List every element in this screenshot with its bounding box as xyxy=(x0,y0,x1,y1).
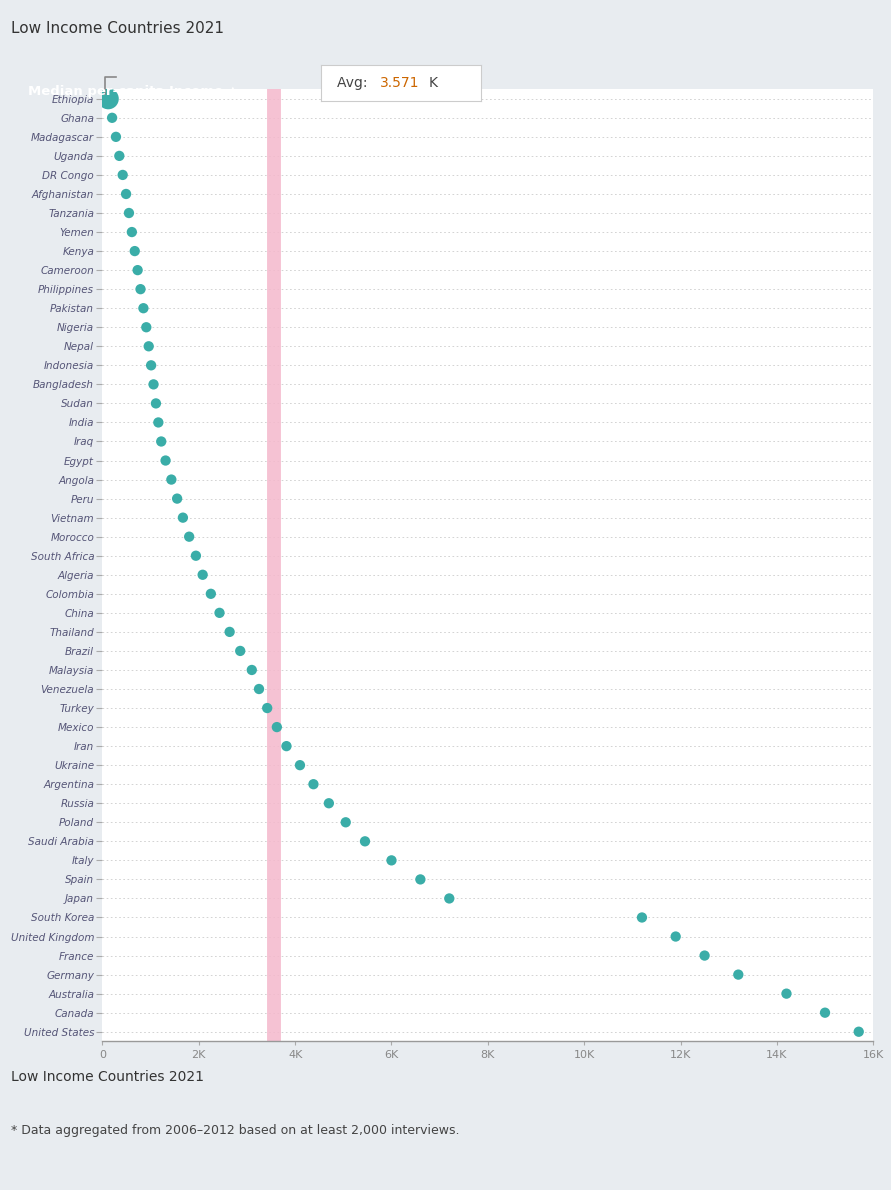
Point xyxy=(112,146,127,165)
Point xyxy=(146,375,160,394)
Point xyxy=(307,775,321,794)
Point xyxy=(223,622,237,641)
Point xyxy=(780,984,794,1003)
Text: Low Income Countries 2021: Low Income Countries 2021 xyxy=(11,1070,204,1084)
Point xyxy=(195,565,209,584)
Point xyxy=(176,508,190,527)
Point xyxy=(109,127,123,146)
Point xyxy=(154,432,168,451)
Point xyxy=(634,908,649,927)
Point xyxy=(151,413,166,432)
Point xyxy=(159,451,173,470)
Text: 3.571: 3.571 xyxy=(380,76,420,90)
Point xyxy=(233,641,248,660)
Point xyxy=(116,165,130,184)
Point xyxy=(149,394,163,413)
Point xyxy=(280,737,294,756)
Text: Low Income Countries 2021: Low Income Countries 2021 xyxy=(11,21,224,37)
Point xyxy=(698,946,712,965)
Point xyxy=(252,679,266,699)
Text: Avg:: Avg: xyxy=(337,76,372,90)
Point xyxy=(212,603,226,622)
Point xyxy=(442,889,456,908)
Text: K: K xyxy=(429,76,437,90)
Point xyxy=(144,356,159,375)
Point xyxy=(101,89,115,108)
Point xyxy=(127,242,142,261)
Point xyxy=(164,470,178,489)
Point xyxy=(413,870,428,889)
Point xyxy=(142,337,156,356)
Point xyxy=(322,794,336,813)
Text: * Data aggregated from 2006–2012 based on at least 2,000 interviews.: * Data aggregated from 2006–2012 based o… xyxy=(11,1125,459,1138)
Point xyxy=(170,489,184,508)
Point xyxy=(122,203,136,223)
Point xyxy=(136,299,151,318)
Point xyxy=(130,261,144,280)
Point xyxy=(245,660,259,679)
Point xyxy=(182,527,196,546)
Point xyxy=(139,318,153,337)
Point xyxy=(125,223,139,242)
Point xyxy=(339,813,353,832)
Point xyxy=(293,756,307,775)
Point xyxy=(260,699,274,718)
Point xyxy=(119,184,133,203)
Point xyxy=(384,851,398,870)
Point xyxy=(732,965,746,984)
Point xyxy=(818,1003,832,1022)
Point xyxy=(134,280,148,299)
Point xyxy=(358,832,372,851)
Point xyxy=(270,718,284,737)
Point xyxy=(189,546,203,565)
Text: Median per-capita Income ▲: Median per-capita Income ▲ xyxy=(29,86,238,98)
Point xyxy=(852,1022,866,1041)
Point xyxy=(204,584,218,603)
Point xyxy=(668,927,683,946)
Point xyxy=(105,108,119,127)
